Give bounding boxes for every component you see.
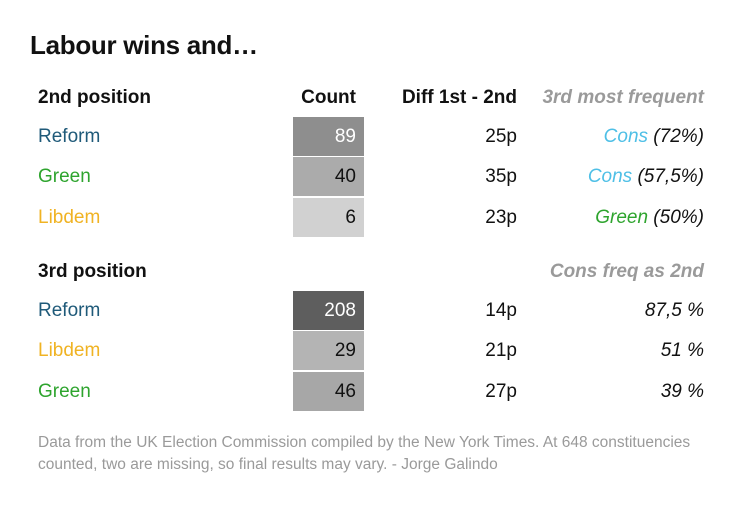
- count-cell: 208: [293, 291, 364, 330]
- third-most-frequent: Cons (57,5%): [444, 165, 704, 189]
- third-most-frequent: Green (50%): [444, 206, 704, 230]
- chart-title: Labour wins and…: [30, 30, 258, 60]
- count-cell: 29: [293, 331, 364, 371]
- count-cell: 46: [293, 371, 364, 411]
- third-party-name: Cons: [603, 126, 649, 147]
- third-party-name: Cons: [587, 166, 633, 188]
- party-label: Green: [38, 380, 91, 402]
- party-label: Libdem: [38, 206, 101, 228]
- diff-value: 35p: [485, 166, 517, 188]
- diff-value: 23p: [485, 206, 517, 228]
- header-3rd-position: 3rd position: [38, 261, 147, 282]
- cons-freq-value: 39 %: [660, 380, 704, 402]
- footer-note: Data from the UK Election Commission com…: [38, 434, 691, 473]
- party-label: Reform: [38, 300, 101, 321]
- diff-value: 27p: [485, 380, 517, 402]
- party-label: Reform: [38, 126, 101, 147]
- cons-freq-value: 87,5 %: [644, 300, 704, 321]
- count-cell: 89: [293, 117, 364, 156]
- header-3rd-most-frequent: 3rd most frequent: [542, 87, 704, 108]
- count-cell: 40: [293, 157, 364, 197]
- third-party-share: (72%): [648, 126, 704, 147]
- third-party-share: (50%): [648, 206, 704, 228]
- third-party-name: Green: [595, 206, 649, 228]
- third-most-frequent: Cons (72%): [444, 125, 704, 149]
- header-diff: Diff 1st - 2nd: [401, 87, 517, 108]
- diff-value: 25p: [485, 126, 517, 147]
- header-2nd-position: 2nd position: [38, 87, 151, 108]
- third-party-share: (57,5%): [632, 166, 704, 188]
- header-cons-freq: Cons freq as 2nd: [549, 261, 704, 282]
- header-count: Count: [301, 87, 356, 108]
- party-label: Libdem: [38, 340, 101, 362]
- count-cell: 6: [293, 197, 364, 237]
- diff-value: 21p: [485, 340, 517, 362]
- cons-freq-value: 51 %: [660, 340, 704, 362]
- diff-value: 14p: [485, 300, 517, 321]
- party-label: Green: [38, 166, 91, 188]
